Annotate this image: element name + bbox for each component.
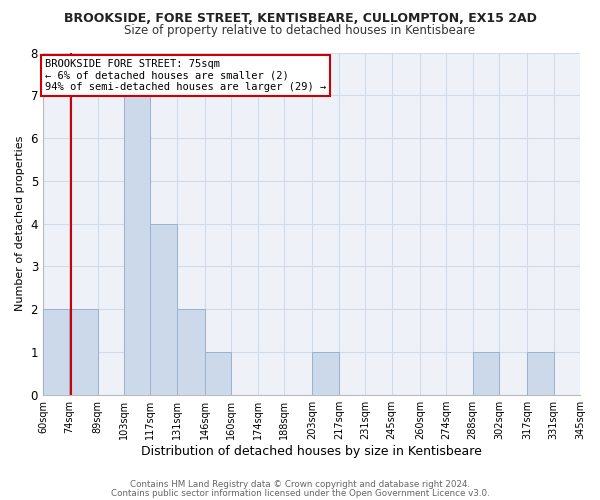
- Bar: [151, 224, 177, 394]
- Text: Contains HM Land Registry data © Crown copyright and database right 2024.: Contains HM Land Registry data © Crown c…: [130, 480, 470, 489]
- Bar: [580, 352, 600, 395]
- Bar: [69, 309, 98, 394]
- Bar: [473, 352, 499, 395]
- X-axis label: Distribution of detached houses by size in Kentisbeare: Distribution of detached houses by size …: [141, 444, 482, 458]
- Text: Size of property relative to detached houses in Kentisbeare: Size of property relative to detached ho…: [124, 24, 476, 37]
- Bar: [205, 352, 232, 395]
- Bar: [177, 309, 205, 394]
- Y-axis label: Number of detached properties: Number of detached properties: [15, 136, 25, 312]
- Text: BROOKSIDE FORE STREET: 75sqm
← 6% of detached houses are smaller (2)
94% of semi: BROOKSIDE FORE STREET: 75sqm ← 6% of det…: [45, 59, 326, 92]
- Text: BROOKSIDE, FORE STREET, KENTISBEARE, CULLOMPTON, EX15 2AD: BROOKSIDE, FORE STREET, KENTISBEARE, CUL…: [64, 12, 536, 26]
- Bar: [313, 352, 339, 395]
- Bar: [43, 309, 69, 394]
- Text: Contains public sector information licensed under the Open Government Licence v3: Contains public sector information licen…: [110, 488, 490, 498]
- Bar: [124, 96, 151, 395]
- Bar: [527, 352, 554, 395]
